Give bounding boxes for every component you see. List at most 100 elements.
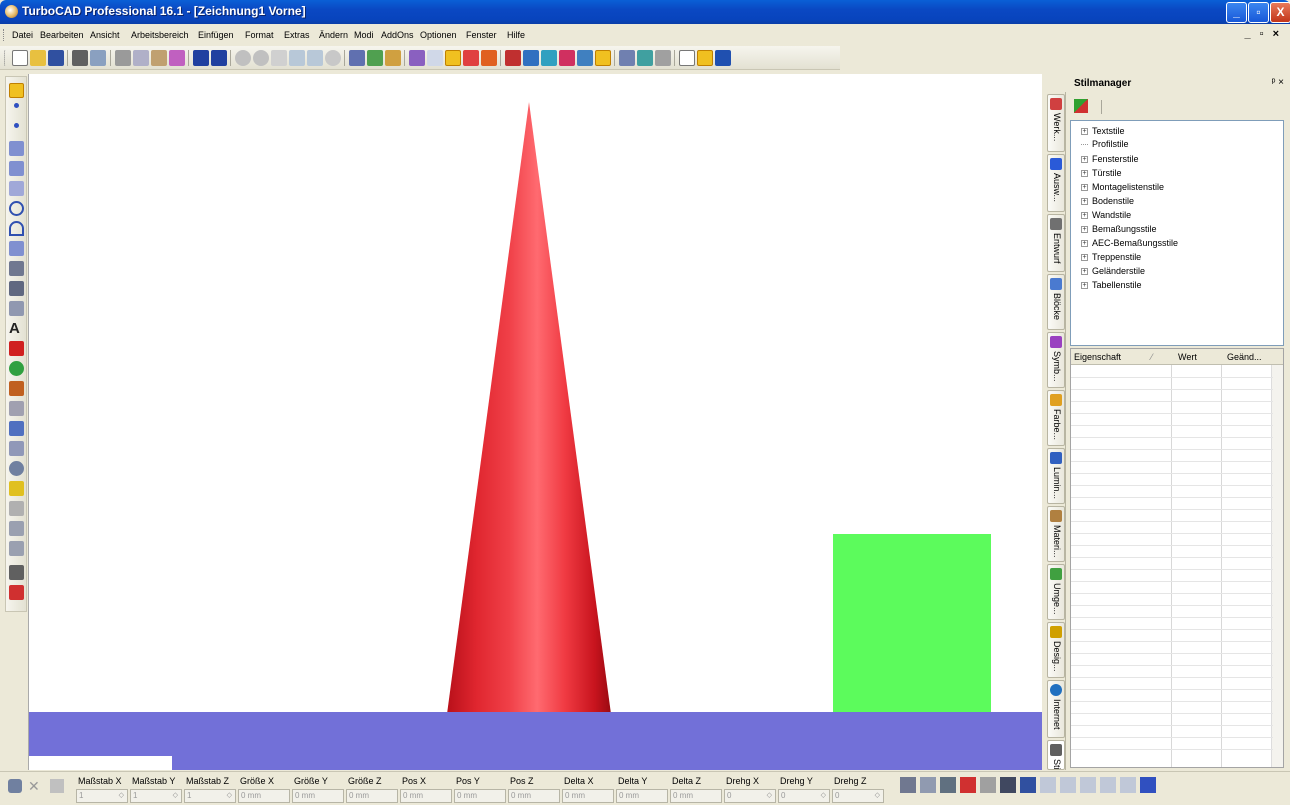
spinner-icon[interactable]: ◇ [226, 792, 232, 799]
zoom-extents-icon[interactable] [289, 50, 305, 66]
field-input[interactable]: 0 mm [346, 789, 398, 803]
expand-icon[interactable]: + [1081, 240, 1088, 248]
tab-materialien[interactable]: Materi... [1047, 506, 1065, 562]
menu-hilfe[interactable]: Hilfe [507, 30, 526, 40]
construction-icon[interactable] [9, 441, 24, 456]
render-icon[interactable] [559, 50, 575, 66]
expand-icon[interactable]: + [1081, 128, 1088, 136]
tab-bloecke[interactable]: Blöcke [1047, 274, 1065, 330]
expand-icon[interactable]: + [1081, 170, 1088, 178]
field-input[interactable]: 1 ◇ [76, 789, 128, 803]
snap-center-icon[interactable] [940, 777, 956, 793]
green-box-shape[interactable] [833, 534, 991, 713]
menu-fenster[interactable]: Fenster [466, 30, 497, 40]
tree-node-bodenstile[interactable]: + Bodenstile [1081, 196, 1134, 206]
expand-icon[interactable]: + [1081, 268, 1088, 276]
box3d-icon[interactable] [9, 281, 24, 296]
ucs-icon[interactable] [655, 50, 671, 66]
expand-icon[interactable]: + [1081, 156, 1088, 164]
model-space-icon[interactable] [697, 50, 713, 66]
tool-palette-icon[interactable] [637, 50, 653, 66]
tree-node-tuerstile[interactable]: + Türstile [1081, 168, 1122, 178]
symbol-icon[interactable] [9, 361, 24, 376]
snap-perpendicular-icon[interactable] [1020, 777, 1036, 793]
menu-ansicht[interactable]: Ansicht [90, 30, 120, 40]
snap-quadrant-icon[interactable] [960, 777, 976, 793]
restore-button[interactable]: ▫ [1248, 2, 1269, 23]
snap-nearest-icon[interactable] [1080, 777, 1096, 793]
polar-icon[interactable] [481, 50, 497, 66]
spinner-icon[interactable]: ◇ [766, 792, 772, 799]
tab-umgebung[interactable]: Umge... [1047, 564, 1065, 620]
ortho-icon[interactable] [445, 50, 461, 66]
tree-node-wandstile[interactable]: + Wandstile [1081, 210, 1131, 220]
field-input[interactable]: 0 mm [292, 789, 344, 803]
tab-farbe[interactable]: Farbe... [1047, 390, 1065, 446]
field-input[interactable]: 0 ◇ [832, 789, 884, 803]
zoom-in-icon[interactable] [235, 50, 251, 66]
spinner-icon[interactable]: ◇ [874, 792, 880, 799]
text-icon[interactable]: A [9, 320, 20, 337]
chamfer-icon[interactable] [9, 481, 24, 496]
expand-icon[interactable]: + [1081, 184, 1088, 192]
save-icon[interactable] [48, 50, 64, 66]
menu-aendern[interactable]: Ändern [319, 30, 349, 40]
app-icon[interactable] [5, 5, 18, 18]
field-input[interactable]: 1 ◇ [130, 789, 182, 803]
drawing-viewport[interactable] [28, 74, 1042, 770]
spinner-icon[interactable]: ◇ [118, 792, 124, 799]
zoom-window-icon[interactable] [271, 50, 287, 66]
menu-extras[interactable]: Extras [284, 30, 310, 40]
brush-icon[interactable] [385, 50, 401, 66]
mirror-icon[interactable] [9, 585, 24, 600]
style-filter-icon[interactable] [1074, 99, 1088, 113]
camera-icon[interactable] [577, 50, 593, 66]
paste-icon[interactable] [151, 50, 167, 66]
point2-icon[interactable] [14, 123, 19, 128]
tree-node-tabellenstile[interactable]: + Tabellenstile [1081, 280, 1142, 290]
polygon-icon[interactable] [9, 261, 24, 276]
snap-vertex-icon[interactable] [900, 777, 916, 793]
menu-arbeitsbereich[interactable]: Arbeitsbereich [131, 30, 189, 40]
tree-node-montagelistenstile[interactable]: + Montagelistenstile [1081, 182, 1164, 192]
column-wert[interactable]: Wert [1178, 352, 1197, 362]
field-input[interactable]: 0 mm [238, 789, 290, 803]
tab-entwurf[interactable]: Entwurf [1047, 214, 1065, 272]
insert-block-icon[interactable] [9, 341, 24, 356]
grid-icon[interactable] [427, 50, 443, 66]
snap-grid-icon[interactable] [1040, 777, 1056, 793]
snap-fraction-icon[interactable] [1120, 777, 1136, 793]
tab-werkzeug[interactable]: Werk... [1047, 94, 1065, 152]
print-icon[interactable] [72, 50, 88, 66]
copy-icon[interactable] [133, 50, 149, 66]
match-props-icon[interactable] [169, 50, 185, 66]
field-input[interactable]: 0 ◇ [778, 789, 830, 803]
menu-datei[interactable]: Datei [12, 30, 34, 40]
field-input[interactable]: 0 mm [562, 789, 614, 803]
tree-node-gelaenderstile[interactable]: + Geländerstile [1081, 266, 1145, 276]
curve-icon[interactable] [9, 241, 24, 256]
panel-controls[interactable]: ᵖ × [1271, 77, 1284, 88]
snap-none-icon[interactable] [1140, 777, 1156, 793]
menu-modi[interactable]: Modi [354, 30, 374, 40]
tab-internet[interactable]: Internet [1047, 680, 1065, 738]
menu-addons[interactable]: AddOns [381, 30, 414, 40]
block-icon[interactable] [523, 50, 539, 66]
design-director-icon[interactable] [595, 50, 611, 66]
tab-stilmanager[interactable]: Stilma... [1047, 740, 1065, 770]
circle-icon[interactable] [9, 201, 24, 216]
node-edit-icon[interactable] [9, 401, 24, 416]
zoom-out-icon[interactable] [253, 50, 269, 66]
property-grid-scrollbar[interactable] [1271, 365, 1283, 767]
column-eigenschaft[interactable]: Eigenschaft [1074, 352, 1122, 362]
menu-bearbeiten[interactable]: Bearbeiten [40, 30, 84, 40]
close-button[interactable]: X [1270, 2, 1290, 23]
tab-symbole[interactable]: Symb... [1047, 332, 1065, 388]
point-icon[interactable] [14, 103, 19, 108]
blue-ground-plane[interactable] [29, 712, 1042, 770]
column-geaendert[interactable]: Geänd... [1227, 352, 1262, 362]
field-input[interactable]: 0 ◇ [724, 789, 776, 803]
move-icon[interactable] [9, 301, 24, 316]
menu-optionen[interactable]: Optionen [420, 30, 457, 40]
tree-node-profilstile[interactable]: Profilstile [1081, 139, 1129, 149]
